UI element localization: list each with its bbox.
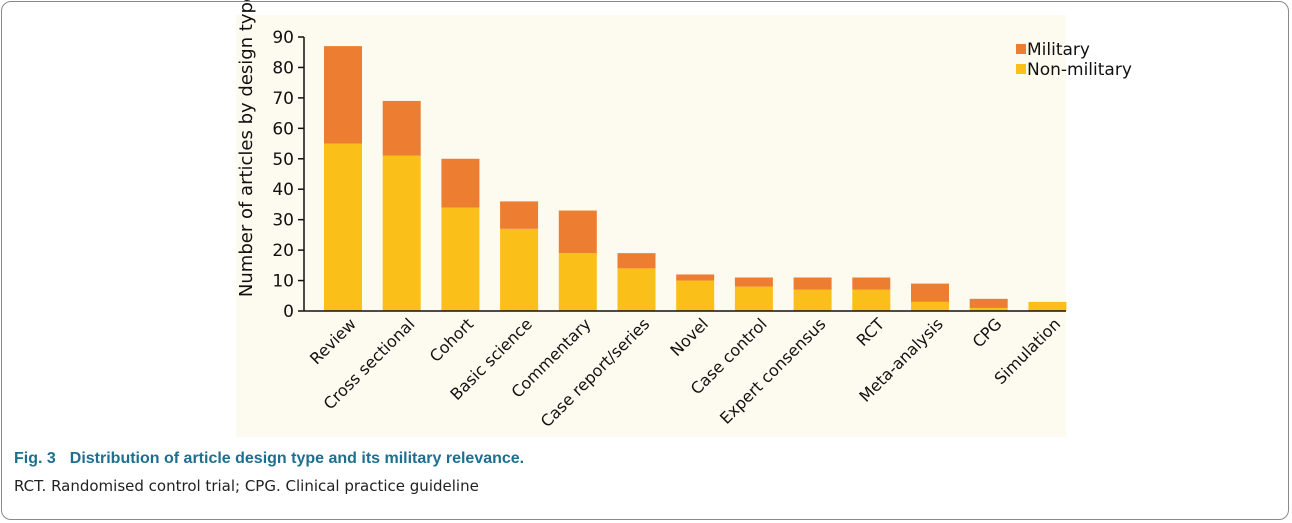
bar-segment-non-military (382, 155, 421, 311)
y-tick-label: 80 (272, 58, 294, 78)
bar-segment-military (441, 158, 480, 208)
bar-segment-military (734, 277, 773, 287)
plot-background (236, 15, 1066, 437)
x-category-label: Review (306, 314, 360, 368)
bar-segment-military (969, 298, 1008, 308)
x-category-label: RCT (853, 314, 889, 350)
figure-title: Distribution of article design type and … (69, 450, 525, 467)
bars-group (324, 46, 1067, 311)
caption-note: RCT. Randomised control trial; CPG. Clin… (14, 477, 479, 495)
bar-segment-military (793, 277, 832, 290)
legend-label: Non-military (1027, 60, 1132, 80)
y-tick-label: 20 (272, 241, 294, 261)
bar-segment-non-military (617, 268, 656, 311)
bar-segment-non-military (676, 280, 715, 311)
bar-segment-military (676, 274, 715, 281)
bar-segment-military (382, 100, 421, 156)
legend-swatch (1016, 64, 1026, 74)
bar-segment-military (852, 277, 891, 290)
bar-segment-non-military (793, 289, 832, 311)
legend-swatch (1016, 44, 1026, 54)
y-tick-label: 60 (272, 119, 294, 139)
x-category-label: Cohort (426, 314, 477, 365)
y-tick-label: 50 (272, 150, 294, 170)
legend-label: Military (1027, 40, 1090, 60)
caption-title: Fig. 3 Distribution of article design typ… (14, 450, 1274, 468)
y-tick-label: 40 (272, 180, 294, 200)
bar-segment-non-military (441, 207, 480, 311)
bar-segment-non-military (734, 286, 773, 311)
bar-segment-military (617, 253, 656, 269)
bar-segment-non-military (911, 301, 949, 311)
bar-segment-military (324, 46, 362, 144)
figure-caption: Fig. 3 Distribution of article design typ… (14, 450, 1274, 495)
bar-segment-non-military (558, 253, 597, 311)
bar-segment-non-military (324, 143, 362, 311)
figure-label: Fig. 3 (14, 450, 56, 467)
bar-segment-military (911, 283, 949, 302)
bar-segment-non-military (852, 289, 891, 311)
x-category-label: Novel (666, 314, 712, 360)
y-tick-label: 70 (272, 89, 294, 109)
y-tick-label: 10 (272, 272, 294, 292)
x-category-label: Case report/series (537, 314, 654, 431)
y-tick-label: 90 (272, 28, 294, 48)
bar-segment-non-military (969, 307, 1008, 311)
axes-group (303, 37, 1066, 312)
y-tick-label: 30 (272, 211, 294, 231)
y-axis-title: Number of articles by design type (236, 0, 257, 297)
x-category-label: CPG (969, 314, 1006, 351)
bar-segment-non-military (500, 228, 539, 311)
bar-segment-non-military (1028, 301, 1067, 311)
y-tick-label: 0 (283, 302, 294, 322)
y-ticks-group: 0 10 20 30 40 50 60 70 80 90 (272, 28, 304, 322)
x-category-label: Expert consensus (716, 314, 829, 427)
bar-segment-military (558, 210, 597, 254)
bar-segment-military (500, 201, 539, 229)
